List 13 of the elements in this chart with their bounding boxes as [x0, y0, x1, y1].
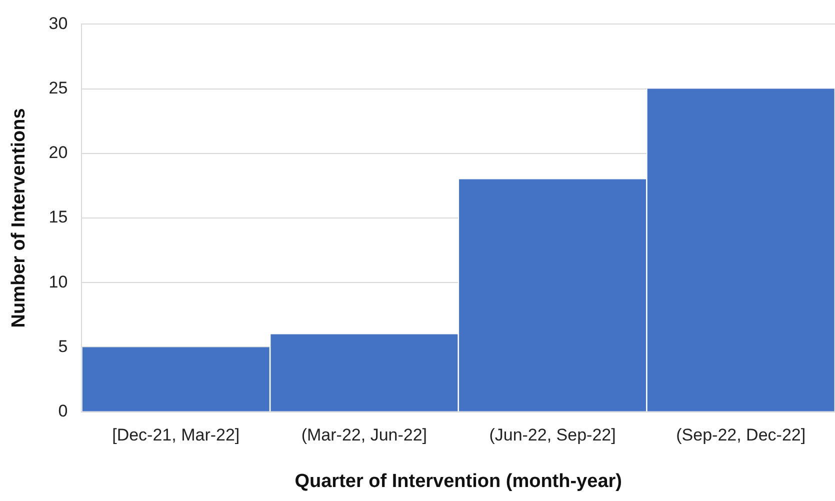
y-tick-label: 10	[48, 272, 68, 292]
y-tick-label: 0	[58, 401, 68, 420]
x-tick-label: [Dec-21, Mar-22]	[112, 426, 240, 445]
y-tick-label: 5	[58, 336, 68, 356]
x-tick-label: (Jun-22, Sep-22]	[489, 426, 616, 445]
y-tick-label: 20	[48, 143, 68, 162]
x-axis-title: Quarter of Intervention (month-year)	[294, 470, 622, 492]
y-tick-label: 25	[48, 78, 68, 98]
y-tick-label: 15	[48, 208, 68, 227]
y-axis-title: Number of Interventions	[8, 108, 30, 328]
y-tick-label: 30	[48, 14, 68, 33]
x-tick-label: (Mar-22, Jun-22]	[301, 426, 428, 445]
x-tick-label: (Sep-22, Dec-22]	[676, 426, 806, 445]
